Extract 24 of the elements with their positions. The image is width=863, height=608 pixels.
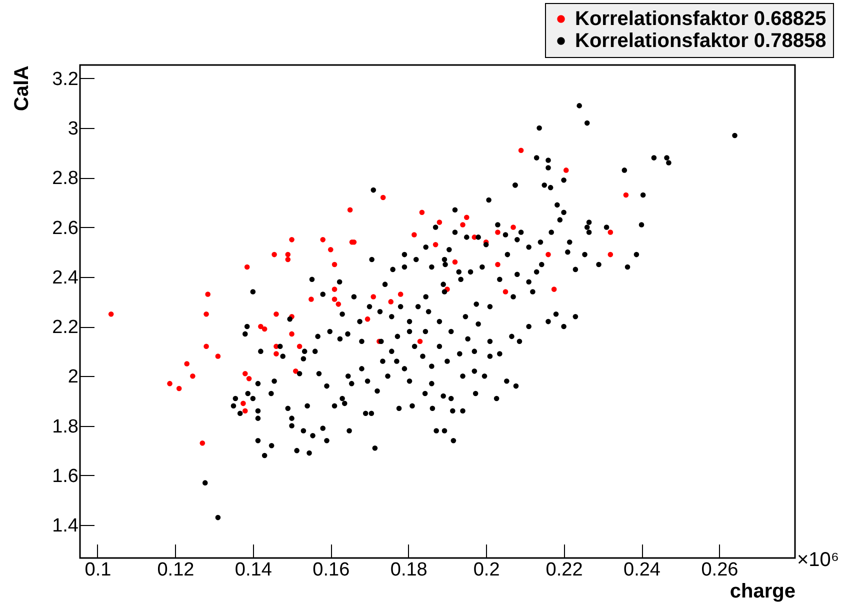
x-tick-label: 0.26 [701, 560, 738, 580]
x-tick-label: 0.14 [234, 560, 272, 580]
y-tick-label: 3.2 [52, 68, 78, 90]
y-tick-label: 3 [68, 118, 78, 140]
legend-label: Korrelationsfaktor 0.68825 [575, 8, 826, 30]
text: ×10⁶ [797, 549, 840, 571]
x-tick-label: 0.24 [624, 560, 661, 580]
y-tick-label: 1.8 [52, 416, 78, 438]
legend-label: Korrelationsfaktor 0.78858 [575, 30, 826, 52]
x-axis-title: charge [730, 580, 796, 602]
y-tick-label: 1.6 [52, 466, 78, 487]
y-tick-label: 2.6 [52, 218, 78, 239]
y-tick-label: 2.8 [52, 168, 78, 190]
x-tick-label: 0.22 [546, 560, 583, 580]
x-tick-label: 0.12 [157, 560, 194, 580]
y-tick-label: 2 [68, 366, 78, 388]
x-tick-label: 0.18 [390, 560, 428, 580]
y-axis-title: CalA [11, 66, 34, 112]
x-tick-label: 0.16 [312, 560, 350, 580]
y-tick-label: 1.4 [52, 516, 79, 536]
y-tick-label: 2.4 [52, 267, 79, 288]
x-tick-label: 0.1 [84, 560, 112, 580]
y-tick-label: 2.2 [52, 317, 78, 338]
x-tick-label: 0.2 [473, 560, 500, 580]
